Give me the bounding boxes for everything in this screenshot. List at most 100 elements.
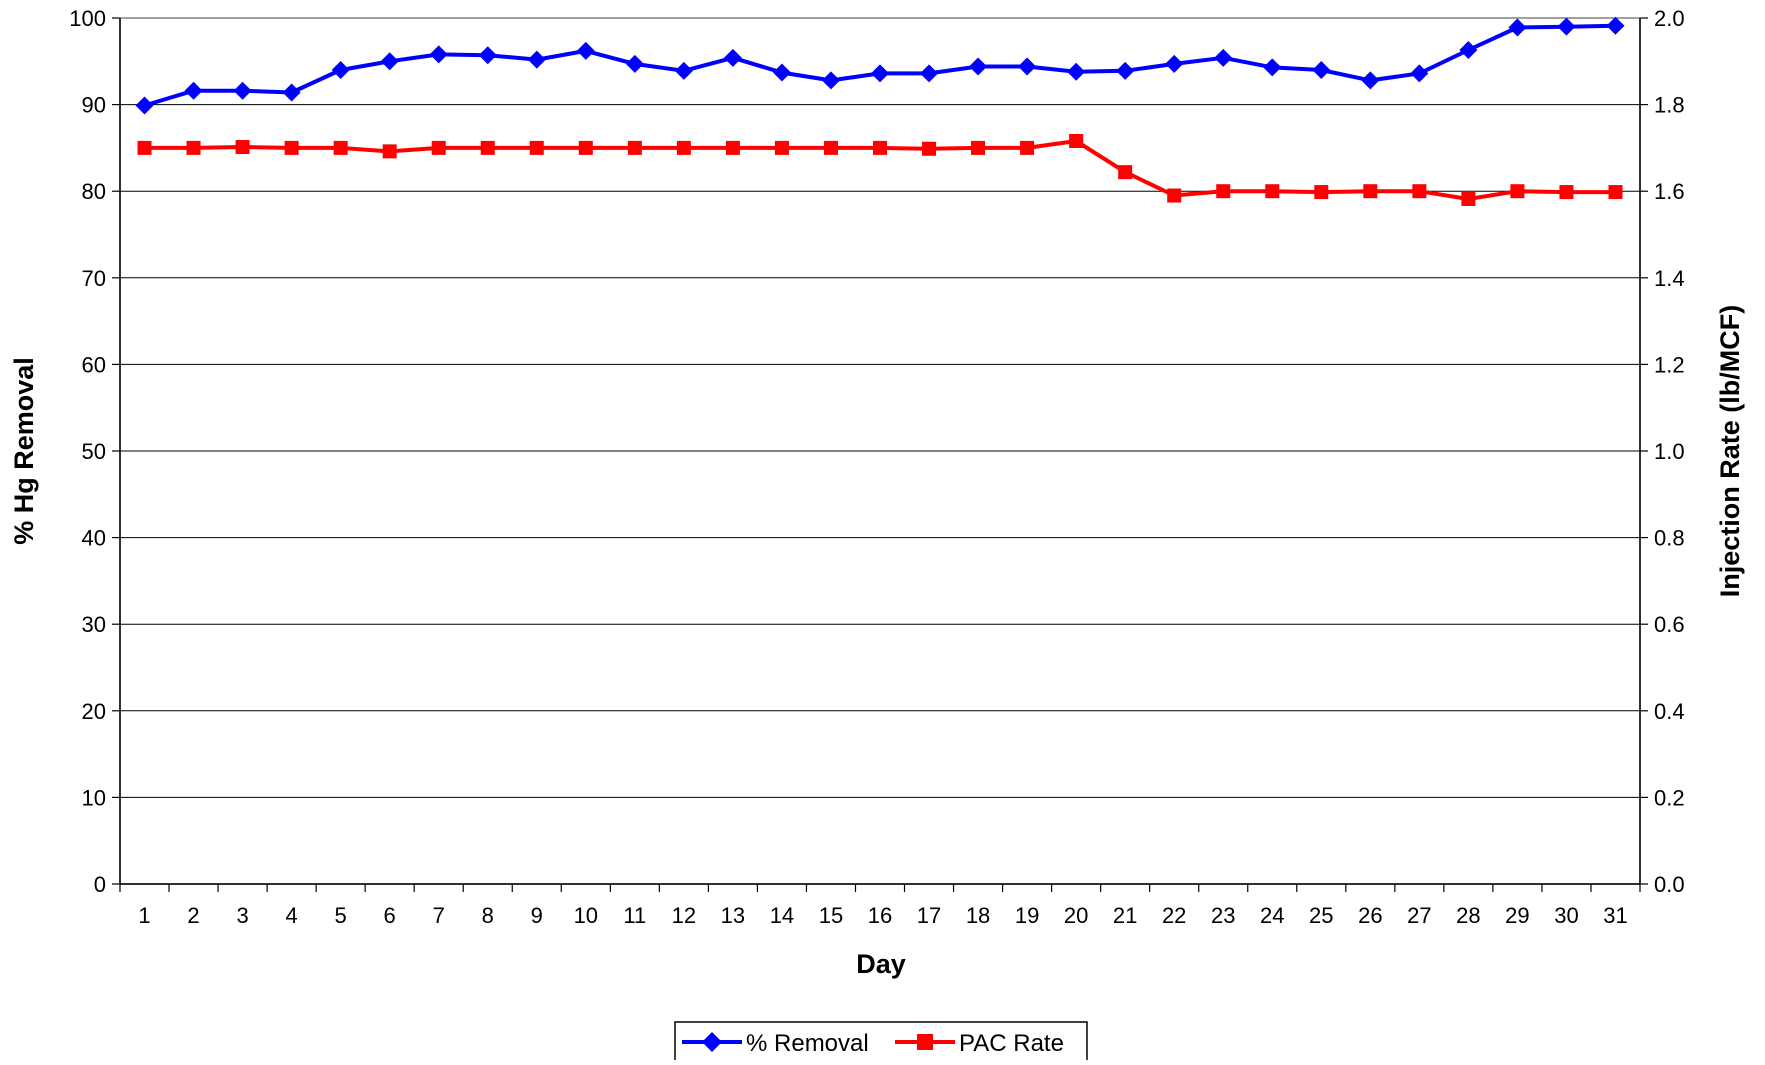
- x-tick-label: 26: [1358, 903, 1382, 928]
- series: [135, 16, 1625, 206]
- data-point-pac: [1559, 185, 1574, 200]
- data-point-removal: [1508, 18, 1527, 37]
- tick-labels: 0 10 20 30 40 50 60 70 80 90 100 0.0 0.2 0.4 0.6 0.8 1.0…: [69, 6, 1684, 928]
- x-tick-label: 28: [1456, 903, 1480, 928]
- x-tick-label: 27: [1407, 903, 1431, 928]
- data-point-removal: [527, 50, 546, 69]
- data-point-pac: [1608, 185, 1623, 200]
- y-tick-label: 40: [82, 526, 106, 551]
- y-tick-label: 100: [69, 6, 106, 31]
- data-point-removal: [1459, 41, 1478, 60]
- data-point-pac: [137, 140, 152, 155]
- data-point-pac: [627, 140, 642, 155]
- data-point-removal: [135, 96, 154, 115]
- data-point-pac: [1510, 184, 1525, 199]
- x-tick-label: 17: [917, 903, 941, 928]
- y-tick-label: 30: [82, 612, 106, 637]
- data-point-pac: [1265, 184, 1280, 199]
- data-point-pac: [480, 140, 495, 155]
- y2-axis-title: Injection Rate (lb/MCF): [1715, 305, 1745, 598]
- legend-pac-marker: [917, 1034, 933, 1050]
- x-tick-label: 24: [1260, 903, 1284, 928]
- x-tick-label: 10: [574, 903, 598, 928]
- data-point-pac: [284, 140, 299, 155]
- data-point-removal: [772, 63, 791, 82]
- data-point-removal: [674, 61, 693, 80]
- x-tick-label: 19: [1015, 903, 1039, 928]
- x-tick-label: 5: [335, 903, 347, 928]
- data-point-pac: [725, 140, 740, 155]
- data-point-removal: [380, 52, 399, 71]
- data-point-pac: [1412, 184, 1427, 199]
- x-tick-label: 30: [1554, 903, 1578, 928]
- data-point-removal: [429, 45, 448, 64]
- data-point-pac: [1461, 191, 1476, 206]
- data-point-removal: [1116, 61, 1135, 80]
- axes: [112, 17, 1648, 892]
- y-axis-title: % Hg Removal: [9, 357, 39, 545]
- data-point-pac: [431, 140, 446, 155]
- x-tick-label: 22: [1162, 903, 1186, 928]
- y2-tick-label: 1.4: [1654, 266, 1685, 291]
- x-tick-label: 1: [138, 903, 150, 928]
- data-point-pac: [774, 140, 789, 155]
- x-tick-label: 29: [1505, 903, 1529, 928]
- data-point-pac: [1020, 140, 1035, 155]
- data-point-removal: [821, 71, 840, 90]
- legend-removal-label: % Removal: [746, 1030, 869, 1057]
- y2-tick-label: 0.2: [1654, 785, 1685, 810]
- data-point-removal: [625, 54, 644, 73]
- data-point-pac: [922, 141, 937, 156]
- x-tick-label: 3: [236, 903, 248, 928]
- x-tick-label: 2: [187, 903, 199, 928]
- y-tick-label: 50: [82, 439, 106, 464]
- data-point-removal: [331, 60, 350, 79]
- data-point-pac: [971, 140, 986, 155]
- y2-tick-label: 0.4: [1654, 699, 1685, 724]
- data-point-removal: [282, 83, 301, 102]
- data-point-removal: [969, 57, 988, 76]
- y-tick-label: 20: [82, 699, 106, 724]
- y2-tick-label: 0.0: [1654, 872, 1685, 897]
- x-tick-label: 31: [1603, 903, 1627, 928]
- y2-tick-label: 0.6: [1654, 612, 1685, 637]
- x-tick-label: 18: [966, 903, 990, 928]
- data-point-removal: [1263, 58, 1282, 77]
- legend-removal-marker: [702, 1032, 722, 1052]
- x-tick-label: 7: [433, 903, 445, 928]
- x-tick-label: 12: [672, 903, 696, 928]
- y-tick-label: 70: [82, 266, 106, 291]
- data-point-pac: [1118, 165, 1133, 180]
- x-axis-title: Day: [856, 949, 906, 979]
- data-point-pac: [529, 140, 544, 155]
- gridlines: [120, 104, 1640, 798]
- x-tick-label: 4: [285, 903, 297, 928]
- data-point-pac: [1216, 184, 1231, 199]
- data-point-removal: [1018, 57, 1037, 76]
- y-tick-label: 80: [82, 179, 106, 204]
- x-tick-label: 16: [868, 903, 892, 928]
- x-tick-label: 21: [1113, 903, 1137, 928]
- data-point-pac: [1363, 184, 1378, 199]
- data-point-pac: [578, 140, 593, 155]
- data-point-pac: [1314, 185, 1329, 200]
- y-tick-label: 90: [82, 93, 106, 118]
- y2-tick-label: 1.2: [1654, 352, 1685, 377]
- data-point-pac: [873, 140, 887, 155]
- data-point-removal: [478, 46, 497, 65]
- y2-tick-label: 2.0: [1654, 6, 1685, 31]
- y-tick-label: 60: [82, 352, 106, 377]
- data-point-removal: [576, 41, 595, 60]
- data-point-removal: [1067, 62, 1086, 81]
- x-tick-label: 14: [770, 903, 794, 928]
- data-point-removal: [723, 48, 742, 67]
- data-point-pac: [823, 140, 838, 155]
- data-point-removal: [1361, 71, 1380, 90]
- data-point-removal: [871, 64, 889, 83]
- legend: % Removal PAC Rate: [674, 1021, 1088, 1063]
- data-point-pac: [1069, 133, 1084, 148]
- y-tick-label: 0: [94, 872, 106, 897]
- data-point-pac: [1167, 188, 1182, 203]
